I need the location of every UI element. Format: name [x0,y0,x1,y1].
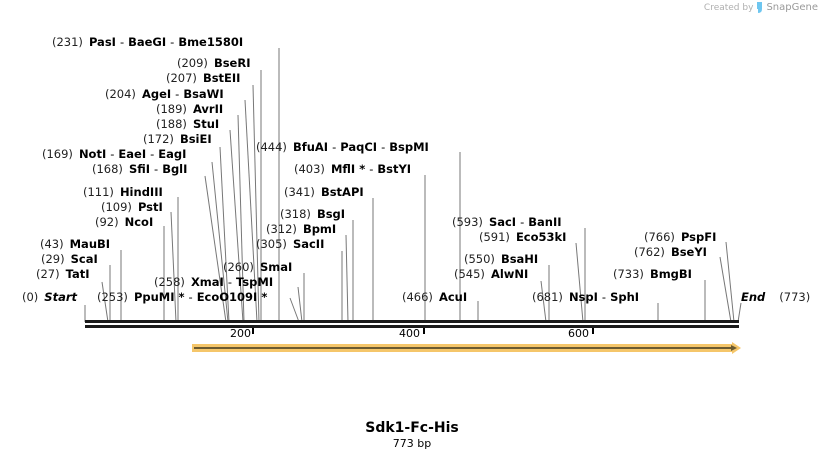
enzyme-noti[interactable]: NotI [78,147,107,161]
enzyme-stui[interactable]: StuI [192,117,220,131]
enzyme-bsteii[interactable]: BstEII [202,71,241,85]
enzyme-sphi[interactable]: SphI [610,290,640,304]
scale-label-200: 200 [230,327,251,340]
enzyme-banii[interactable]: BanII [528,215,562,229]
site-label-43[interactable]: (43) MauBI [40,237,111,251]
start-label: (0) Start [22,290,78,304]
scale-ticks [252,328,594,334]
site-label-305[interactable]: (305) SacII [256,237,325,251]
site-label-188[interactable]: (188) StuI [156,117,220,131]
enzyme-bspmi[interactable]: BspMI [389,140,429,154]
site-label-29[interactable]: (29) ScaI [41,252,98,266]
snapgene-watermark: Created by SnapGene [704,2,818,13]
enzyme-alwni[interactable]: AlwNI [490,267,529,281]
enzyme-bsgi[interactable]: BsgI [316,207,346,221]
enzyme-hindiii[interactable]: HindIII [119,185,163,199]
enzyme-ppumi[interactable]: PpuMI * [133,290,185,304]
enzyme-avrii[interactable]: AvrII [192,102,224,116]
site-label-172[interactable]: (172) BsiEI [143,132,212,146]
scale-label-600: 600 [568,327,589,340]
site-label-341[interactable]: (341) BstAPI [284,185,364,199]
site-label-550[interactable]: (550) BsaHI [464,252,539,266]
enzyme-ncoi[interactable]: NcoI [124,215,154,229]
enzyme-mfli[interactable]: MflI * [330,162,366,176]
enzyme-bstapi[interactable]: BstAPI [320,185,364,199]
enzyme-pspfi[interactable]: PspFI [680,230,717,244]
snapgene-logo-icon [757,2,763,13]
site-label-733[interactable]: (733) BmgBI [613,267,692,281]
site-connector-lines [84,48,742,323]
enzyme-baegi[interactable]: BaeGI [128,35,167,49]
enzyme-eagi[interactable]: EagI [158,147,187,161]
site-label-545[interactable]: (545) AlwNI [454,267,529,281]
enzyme-tspmi[interactable]: TspMI [235,275,274,289]
sequence-length: 773 bp [392,437,432,450]
site-label-766[interactable]: (766) PspFI [644,230,717,244]
site-label-258[interactable]: (258) XmaI - TspMI [154,275,274,289]
enzyme-sacii[interactable]: SacII [292,237,325,251]
site-label-444[interactable]: (444) BfuAI - PaqCI - BspMI [256,140,429,154]
site-label-207[interactable]: (207) BstEII [166,71,241,85]
enzyme-bsahi[interactable]: BsaHI [500,252,539,266]
enzyme-xmai[interactable]: XmaI [190,275,224,289]
dna-backbone [85,320,739,328]
site-label-109[interactable]: (109) PstI [101,200,163,214]
enzyme-maubi[interactable]: MauBI [69,237,111,251]
site-label-204[interactable]: (204) AgeI - BsaWI [105,87,224,101]
end-label: End (773) [741,290,811,304]
site-label-403[interactable]: (403) MflI * - BstYI [294,162,412,176]
site-label-231[interactable]: (231) PasI - BaeGI - Bme1580I [52,35,244,49]
enzyme-scai[interactable]: ScaI [70,252,98,266]
enzyme-bstyi[interactable]: BstYI [377,162,412,176]
map-title: Sdk1-Fc-His [365,420,459,436]
site-label-92[interactable]: (92) NcoI [95,215,154,229]
enzyme-agei[interactable]: AgeI [141,87,172,101]
site-label-681[interactable]: (681) NspI - SphI [532,290,640,304]
site-label-318[interactable]: (318) BsgI [280,207,346,221]
site-label-111[interactable]: (111) HindIII [83,185,163,199]
orange-feature-arrow [192,342,741,354]
site-label-591[interactable]: (591) Eco53kI [479,230,567,244]
watermark-prefix: Created by [703,2,754,13]
enzyme-sfii[interactable]: SfiI [128,162,151,176]
site-label-762[interactable]: (762) BseYI [634,245,707,259]
watermark-brand: SnapGene [766,2,818,13]
site-label-260[interactable]: (260) SmaI [223,260,293,274]
enzyme-nspi[interactable]: NspI [568,290,598,304]
enzyme-bmgbi[interactable]: BmgBI [649,267,692,281]
site-label-169[interactable]: (169) NotI - EaeI - EagI [42,147,187,161]
enzyme-psti[interactable]: PstI [137,200,163,214]
enzyme-bme1580i[interactable]: Bme1580I [178,35,244,49]
enzyme-saci[interactable]: SacI [488,215,517,229]
site-label-168[interactable]: (168) SfiI - BglI [92,162,188,176]
site-label-189[interactable]: (189) AvrII [156,102,224,116]
enzyme-bseyi[interactable]: BseYI [670,245,707,259]
site-label-312[interactable]: (312) BpmI [266,222,337,236]
enzyme-bgli[interactable]: BglI [162,162,188,176]
enzyme-bfuai[interactable]: BfuAI [292,140,329,154]
enzyme-ecoo109i[interactable]: EcoO109I * [196,290,268,304]
enzyme-paqci[interactable]: PaqCI [340,140,378,154]
enzyme-eco53ki[interactable]: Eco53kI [515,230,567,244]
site-label-593[interactable]: (593) SacI - BanII [452,215,562,229]
site-label-466[interactable]: (466) AcuI [402,290,468,304]
site-label-27[interactable]: (27) TatI [36,267,90,281]
site-label-253[interactable]: (253) PpuMI * - EcoO109I * [97,290,268,304]
enzyme-bsawi[interactable]: BsaWI [183,87,224,101]
site-label-209[interactable]: (209) BseRI [177,56,251,70]
enzyme-tati[interactable]: TatI [65,267,90,281]
enzyme-bpmi[interactable]: BpmI [302,222,337,236]
scale-label-400: 400 [399,327,420,340]
enzyme-smai[interactable]: SmaI [259,260,293,274]
enzyme-bsiei[interactable]: BsiEI [179,132,212,146]
enzyme-eaei[interactable]: EaeI [118,147,147,161]
enzyme-acui[interactable]: AcuI [438,290,468,304]
enzyme-bseri[interactable]: BseRI [213,56,251,70]
enzyme-pasi[interactable]: PasI [88,35,116,49]
